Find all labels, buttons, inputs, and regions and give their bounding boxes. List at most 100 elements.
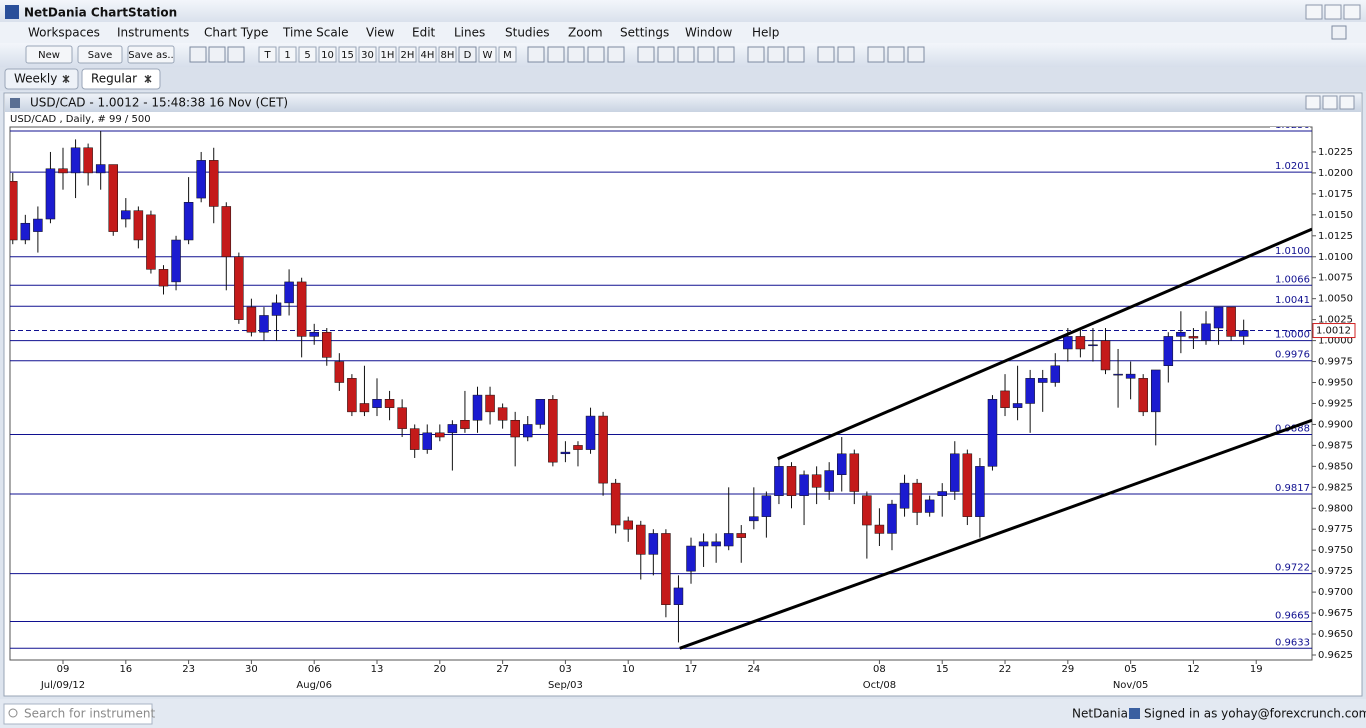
menu-item[interactable]: Edit xyxy=(412,26,436,40)
chart-maximize[interactable] xyxy=(1322,95,1338,110)
trend-line xyxy=(679,418,1312,650)
candle-body xyxy=(33,218,43,232)
candle-body xyxy=(10,181,18,241)
interval-button[interactable] xyxy=(298,46,317,63)
tab-close[interactable] xyxy=(62,75,70,83)
candle-body xyxy=(912,482,922,513)
interval-button[interactable] xyxy=(338,46,357,63)
y-tick-label: 0.9925 xyxy=(1318,398,1353,409)
candle-body xyxy=(183,202,194,241)
toolbar-icon[interactable] xyxy=(527,46,545,63)
toolbar-icon[interactable] xyxy=(637,46,655,63)
plot-area xyxy=(9,126,1313,661)
toolbar-icon[interactable] xyxy=(607,46,625,63)
interval-button[interactable] xyxy=(438,46,457,63)
toolbar-icon[interactable] xyxy=(867,46,885,63)
menu-item[interactable]: Chart Type xyxy=(204,26,268,40)
tab[interactable] xyxy=(4,68,79,90)
candle-body xyxy=(598,415,608,484)
toolbar-icon[interactable] xyxy=(907,46,925,63)
toolbar-icon[interactable] xyxy=(767,46,785,63)
toolbar-button[interactable] xyxy=(25,45,73,64)
toolbar-icon[interactable] xyxy=(657,46,675,63)
minimize-button[interactable] xyxy=(1305,4,1323,20)
interval-button[interactable] xyxy=(378,46,397,63)
menu-item[interactable]: Studies xyxy=(505,26,550,40)
menu-item[interactable]: View xyxy=(366,26,395,40)
interval-button[interactable] xyxy=(458,46,477,63)
level-label-bg xyxy=(1270,561,1310,573)
interval-label: T xyxy=(263,50,271,61)
level-label: 0.9888 xyxy=(1275,424,1310,435)
x-tick-label: 09 xyxy=(57,664,70,675)
level-label-bg xyxy=(1270,244,1310,256)
x-tick-label: 23 xyxy=(182,664,195,675)
toolbar-icon[interactable] xyxy=(817,46,835,63)
menu-item[interactable]: Time Scale xyxy=(282,26,348,40)
interval-button[interactable] xyxy=(418,46,437,63)
search-box[interactable] xyxy=(3,703,153,725)
toolbar-icon[interactable] xyxy=(697,46,715,63)
candle-body xyxy=(1238,330,1249,337)
x-tick-label: 30 xyxy=(245,664,258,675)
toolbar-icon[interactable] xyxy=(567,46,585,63)
candle-body xyxy=(485,394,495,413)
toolbar-icon[interactable] xyxy=(227,46,245,63)
interval-button[interactable] xyxy=(498,46,517,63)
y-tick-label: 1.0050 xyxy=(1318,294,1353,305)
candle-body xyxy=(108,164,118,232)
x-tick-label: 03 xyxy=(559,664,572,675)
interval-button[interactable] xyxy=(278,46,297,63)
toolbar-icon[interactable] xyxy=(717,46,735,63)
status-brand: NetDania xyxy=(1072,707,1128,721)
menu-item[interactable]: Settings xyxy=(620,26,669,40)
tab[interactable] xyxy=(81,68,161,90)
maximize-button[interactable] xyxy=(1324,4,1342,20)
interval-button[interactable] xyxy=(358,46,377,63)
toolbar-icon[interactable] xyxy=(787,46,805,63)
menu-item[interactable]: Instruments xyxy=(117,26,189,40)
x-tick-label: 13 xyxy=(371,664,384,675)
interval-button[interactable] xyxy=(318,46,337,63)
x-tick-label: 19 xyxy=(1250,664,1263,675)
x-tick-label: 12 xyxy=(1187,664,1200,675)
candle-body xyxy=(221,206,232,258)
x-tick-label: 16 xyxy=(119,664,132,675)
interval-label: 10 xyxy=(321,50,334,61)
x-tick-label: 17 xyxy=(685,664,698,675)
chart-close[interactable] xyxy=(1339,95,1355,110)
menu-item[interactable]: Workspaces xyxy=(28,26,100,40)
toolbar-icon[interactable] xyxy=(208,46,226,63)
candle-body xyxy=(409,428,420,450)
interval-button[interactable] xyxy=(398,46,417,63)
toolbar-button[interactable] xyxy=(77,45,123,64)
tab-close[interactable] xyxy=(144,75,152,83)
toolbar-icon[interactable] xyxy=(837,46,855,63)
menu-item[interactable]: Window xyxy=(685,26,733,40)
interval-button[interactable] xyxy=(478,46,497,63)
candle-body xyxy=(83,147,93,174)
candle-body xyxy=(1163,336,1174,367)
toolbar-icon[interactable] xyxy=(747,46,765,63)
menu-item[interactable]: Help xyxy=(752,26,779,40)
interval-label: W xyxy=(483,50,493,61)
menu-item[interactable]: Lines xyxy=(454,26,485,40)
y-tick-label: 0.9975 xyxy=(1318,357,1353,368)
toolbar-icon[interactable] xyxy=(587,46,605,63)
interval-button[interactable] xyxy=(258,46,277,63)
close-button[interactable] xyxy=(1343,4,1361,20)
search-placeholder: Search for instrument xyxy=(24,707,155,721)
candle-body xyxy=(937,491,947,496)
toolbar-icon[interactable] xyxy=(189,46,207,63)
chart-minimize[interactable] xyxy=(1305,95,1321,110)
candle-body xyxy=(1037,378,1048,383)
toolbar-button[interactable] xyxy=(127,45,175,64)
menu-item[interactable]: Zoom xyxy=(568,26,603,40)
toolbar-icon[interactable] xyxy=(677,46,695,63)
candle-body xyxy=(322,331,332,358)
menu-restore[interactable] xyxy=(1331,25,1347,40)
y-tick-label: 1.0200 xyxy=(1318,168,1353,179)
candle-body xyxy=(372,399,382,408)
toolbar-icon[interactable] xyxy=(547,46,565,63)
toolbar-icon[interactable] xyxy=(887,46,905,63)
